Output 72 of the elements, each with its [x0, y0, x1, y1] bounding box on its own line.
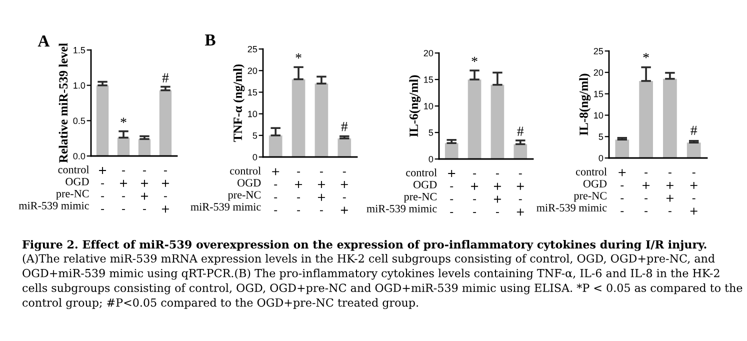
bar — [490, 84, 504, 159]
y-tick-label: 0.0 — [73, 152, 86, 160]
text: A — [38, 35, 50, 46]
text: B — [204, 34, 216, 46]
bar — [468, 80, 482, 159]
y-axis-title: TNF-α (ng/ml) — [233, 64, 245, 142]
x-tick-label: + - - - — [99, 167, 106, 210]
x-tick-label: - + - + — [340, 172, 348, 214]
x-tick-label: + - - - — [272, 168, 280, 212]
bar — [96, 85, 109, 156]
text: control OGD pre-NC miR-539 mimic — [190, 166, 261, 211]
x-tick-label: + - - - — [448, 170, 456, 213]
x-tick-label: - + + - — [666, 172, 674, 212]
x-tick-label: - + - + — [162, 170, 169, 213]
y-tick-label: 5 — [252, 132, 258, 139]
x-tick-label: - + - - — [120, 170, 127, 210]
bar — [314, 84, 328, 157]
x-tick-label: + - - - — [618, 169, 626, 212]
bar — [444, 143, 458, 159]
annotation: * — [643, 53, 649, 58]
x-tick-label: - + - + — [690, 172, 698, 215]
annotation: # — [341, 122, 348, 132]
bar — [268, 135, 282, 157]
x-tick-label: - + + - — [318, 172, 325, 212]
y-tick-label: 15 — [424, 76, 434, 83]
bar — [159, 90, 172, 156]
y-tick-label: 5 — [598, 134, 604, 140]
caption: Figure 2. Effect of miR-539 overexpression on the expression of pro-inflammatory cytokines during I/R injury. — [22, 240, 706, 251]
y-tick-label: 10 — [424, 102, 434, 110]
text: control OGD pre-NC miR-539 mimic — [366, 168, 437, 212]
text: (A)The relative miR-539 mRNA expression levels in the HK-2 cell subgroups consisting of control, OGD, OGD+pre-NC, and OGD+miR-539 mimic using qRT-PCR.(B) The pro-inflammatory cytokines levels containing TNF-α, IL-6 and IL-8 in the HK-2 cells subgroups consisting of control, OGD, OGD+pre-NC and OGD+miR-539 mimic using ELISA. *P < 0.05 as compared to the control group; #P<0.05 compared to the OGD+pre-NC treated group. — [22, 254, 742, 310]
y-tick-label: 1.0 — [74, 82, 86, 89]
bar — [338, 138, 352, 157]
bar — [117, 138, 130, 156]
bar — [292, 79, 306, 157]
x-tick-label: - + + - — [141, 170, 148, 210]
text: control OGD pre-NC miR-539 mimic — [18, 166, 90, 210]
y-tick-label: 25 — [248, 46, 258, 52]
y-tick-label: 0 — [252, 154, 258, 160]
bar — [663, 78, 677, 158]
bar — [615, 140, 630, 158]
y-axis-title: IL-8(ng/ml) — [579, 74, 591, 136]
bar — [686, 142, 701, 158]
y-tick-label: 20 — [424, 50, 434, 56]
y-tick-label: 0.5 — [73, 118, 86, 124]
y-tick-label: 20 — [594, 69, 604, 76]
annotation: # — [162, 73, 169, 82]
bar — [639, 80, 653, 158]
y-tick-label: 5 — [428, 130, 434, 136]
x-tick-label: - + - - — [295, 172, 302, 212]
y-tick-label: 10 — [594, 112, 604, 119]
y-tick-label: 1.5 — [74, 47, 86, 54]
y-tick-label: 25 — [594, 48, 604, 54]
y-tick-label: 10 — [248, 110, 258, 118]
y-axis-title: Relative miR-539 level — [58, 43, 68, 163]
y-tick-label: 20 — [248, 68, 258, 74]
x-tick-label: - + - + — [516, 173, 524, 216]
x-tick-label: - + - - — [471, 173, 478, 213]
y-tick-label: 0 — [428, 156, 434, 162]
x-tick-label: - + + - — [494, 173, 501, 213]
y-tick-label: 0 — [598, 154, 604, 162]
x-tick-label: - + - - — [642, 172, 650, 212]
annotation: # — [517, 126, 524, 136]
y-tick-label: 15 — [594, 90, 604, 98]
text: control OGD pre-NC miR-539 mimic — [536, 168, 607, 212]
annotation: * — [296, 53, 302, 58]
annotation: # — [690, 126, 698, 135]
annotation: * — [472, 56, 478, 62]
bar — [138, 139, 151, 156]
y-tick-label: 15 — [248, 89, 258, 96]
y-axis-title: IL-6(ng/ml) — [409, 75, 421, 137]
annotation: * — [120, 118, 126, 123]
